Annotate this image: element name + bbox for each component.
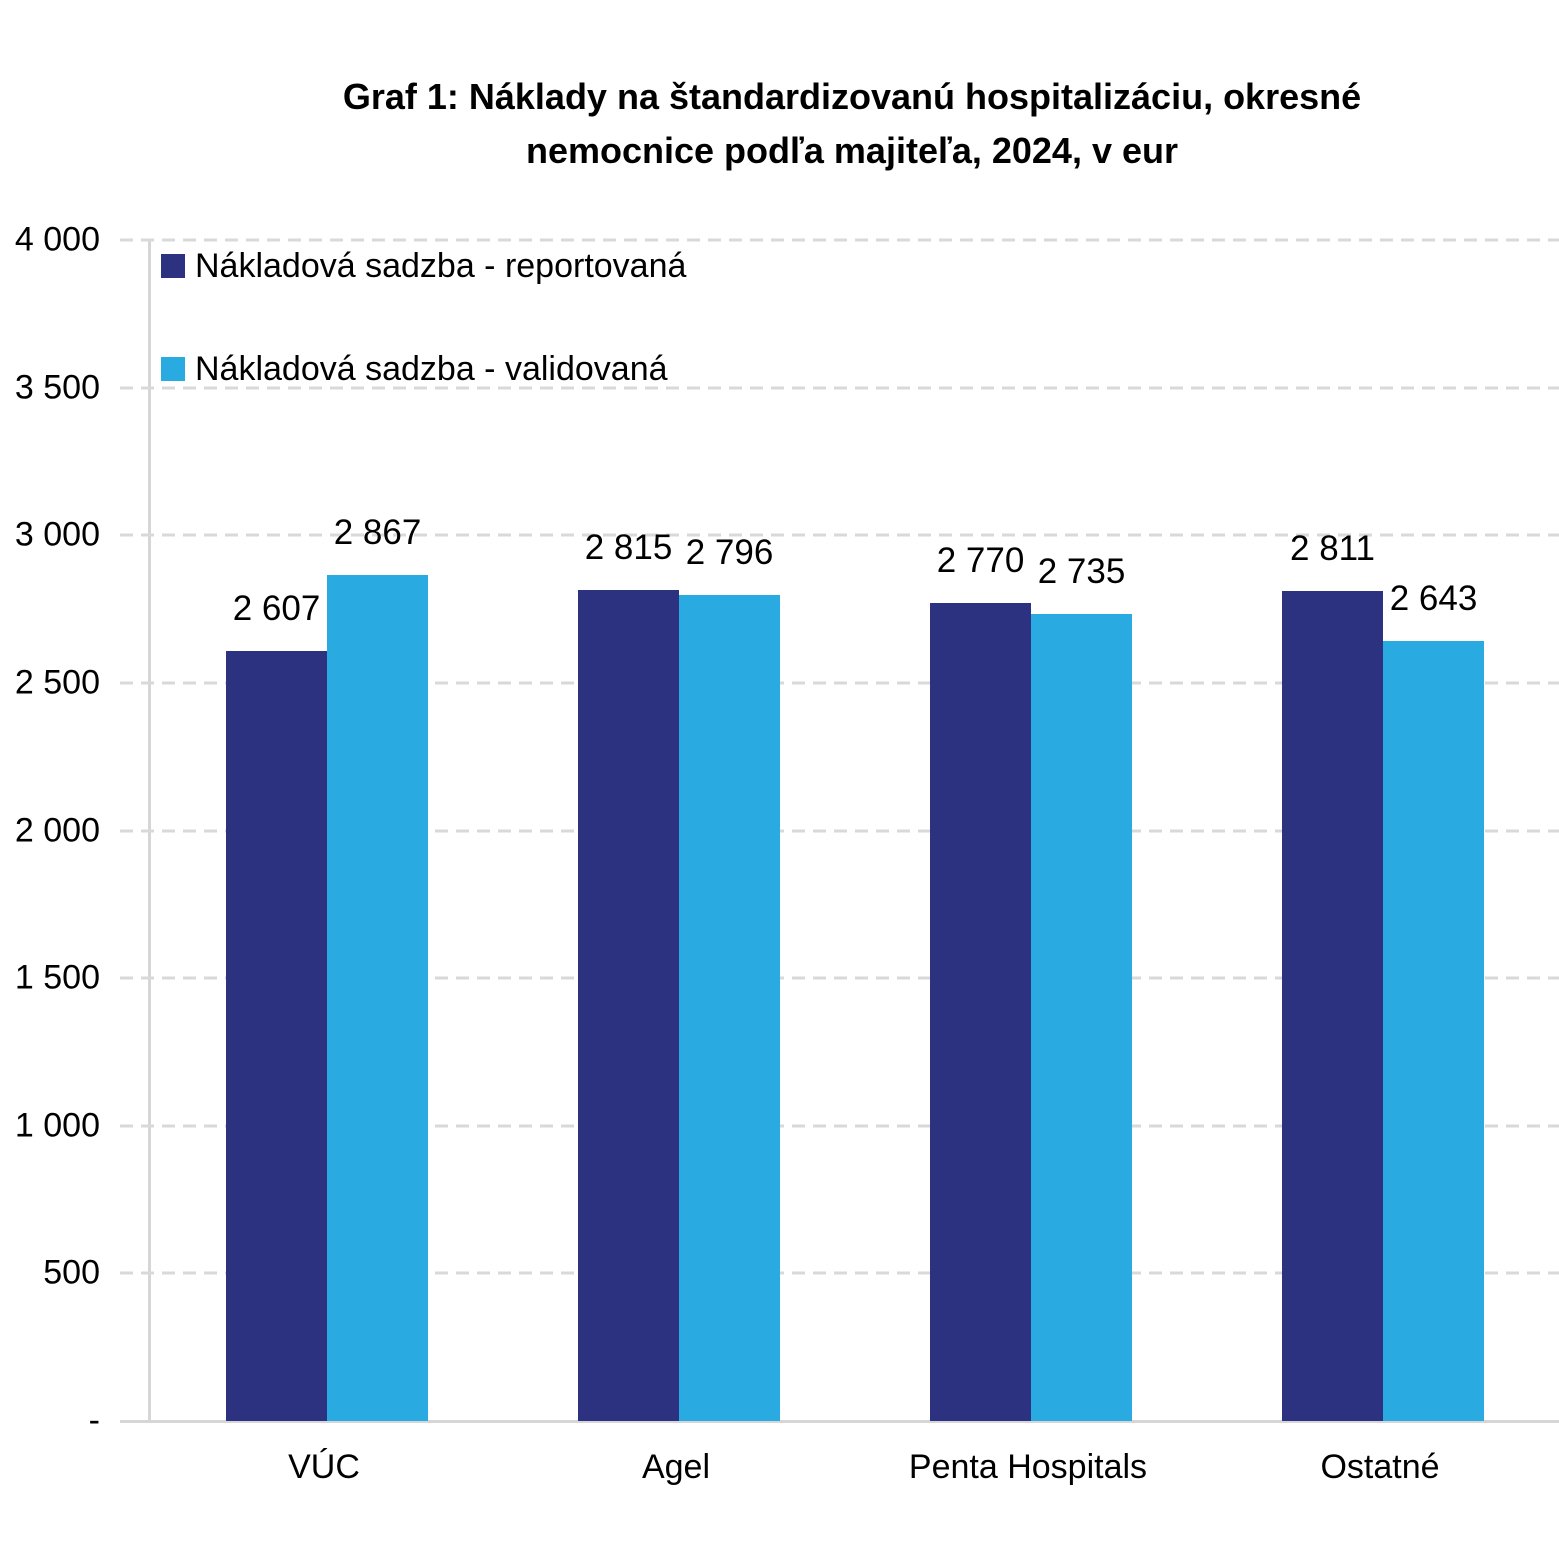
value-label: 2 770 bbox=[936, 541, 1025, 581]
legend-label-validated: Nákladová sadzba - validovaná bbox=[195, 349, 668, 388]
bar-group-1: 2 815 2 796 bbox=[503, 240, 855, 1421]
y-axis-labels: 4 000 3 500 3 000 2 500 2 000 1 500 1 000 500 - bbox=[0, 221, 100, 1440]
value-label: 2 607 bbox=[232, 589, 321, 629]
y-tick-label: 3 500 bbox=[14, 368, 100, 407]
value-label: 2 796 bbox=[685, 533, 774, 573]
chart-title-line2: nemocnice podľa majiteľa, 2024, v eur bbox=[525, 130, 1178, 171]
bar-group-0: 2 607 2 867 bbox=[151, 240, 503, 1421]
gridline bbox=[120, 976, 1559, 980]
y-tick-label: - bbox=[88, 1401, 100, 1440]
bar-reported: 2 815 bbox=[578, 528, 679, 1421]
value-label: 2 815 bbox=[584, 527, 673, 567]
gridline bbox=[120, 681, 1559, 685]
legend-swatch-validated bbox=[161, 357, 185, 381]
y-tick-label: 1 500 bbox=[14, 958, 100, 997]
value-label: 2 643 bbox=[1389, 578, 1478, 618]
bar-groups: 2 607 2 867 2 815 2 796 2 770 2 735 2 811 2 643 bbox=[151, 240, 1559, 1421]
y-tick-label: 500 bbox=[43, 1253, 100, 1292]
x-category-label: Penta Hospitals bbox=[908, 1448, 1148, 1486]
bar-validated: 2 735 bbox=[1031, 552, 1132, 1421]
legend-swatch-reported bbox=[161, 254, 185, 278]
gridline bbox=[120, 238, 1559, 242]
bar-reported: 2 770 bbox=[930, 541, 1031, 1421]
y-tick-label: 3 000 bbox=[14, 515, 100, 554]
y-tick-label: 2 500 bbox=[14, 663, 100, 702]
bar-pair: 2 815 2 796 bbox=[578, 240, 780, 1421]
x-category-label: VÚC bbox=[288, 1448, 360, 1486]
bar-validated: 2 796 bbox=[679, 533, 780, 1421]
value-label: 2 735 bbox=[1037, 551, 1126, 591]
chart-title: Graf 1: Náklady na štandardizovanú hospi… bbox=[148, 70, 1556, 178]
x-axis-line bbox=[120, 1420, 1559, 1423]
bar-pair: 2 811 2 643 bbox=[1282, 240, 1484, 1421]
legend-item-validated: Nákladová sadzba - validovaná bbox=[161, 347, 668, 391]
value-label: 2 867 bbox=[333, 512, 422, 552]
value-label: 2 811 bbox=[1290, 529, 1375, 569]
bar-validated: 2 643 bbox=[1383, 579, 1484, 1421]
bar-pair: 2 770 2 735 bbox=[930, 240, 1132, 1421]
x-category-label: Ostatné bbox=[1320, 1448, 1440, 1486]
bar-group-2: 2 770 2 735 bbox=[855, 240, 1207, 1421]
bar-group-3: 2 811 2 643 bbox=[1207, 240, 1559, 1421]
x-axis-labels: VÚC Agel Penta Hospitals Ostatné bbox=[148, 1448, 1556, 1487]
x-category-label: Agel bbox=[641, 1448, 711, 1486]
gridline bbox=[120, 829, 1559, 832]
y-tick-label: 4 000 bbox=[14, 220, 100, 259]
gridline bbox=[120, 533, 1559, 537]
bar-reported: 2 811 bbox=[1282, 529, 1383, 1421]
y-tick-label: 1 000 bbox=[14, 1106, 100, 1145]
gridline bbox=[120, 386, 1559, 390]
bar-validated: 2 867 bbox=[327, 513, 428, 1421]
gridline bbox=[120, 1271, 1559, 1275]
bar-reported: 2 607 bbox=[226, 589, 327, 1421]
chart-title-line1: Graf 1: Náklady na štandardizovanú hospi… bbox=[342, 76, 1362, 117]
plot-area: 2 607 2 867 2 815 2 796 2 770 2 735 2 811 2 643… bbox=[120, 238, 1559, 1423]
gridline bbox=[120, 1124, 1559, 1128]
y-tick-label: 2 000 bbox=[14, 811, 100, 849]
bar-pair: 2 607 2 867 bbox=[226, 240, 428, 1421]
legend-item-reported: Nákladová sadzba - reportovaná bbox=[161, 244, 686, 288]
legend-label-reported: Nákladová sadzba - reportovaná bbox=[195, 246, 687, 285]
